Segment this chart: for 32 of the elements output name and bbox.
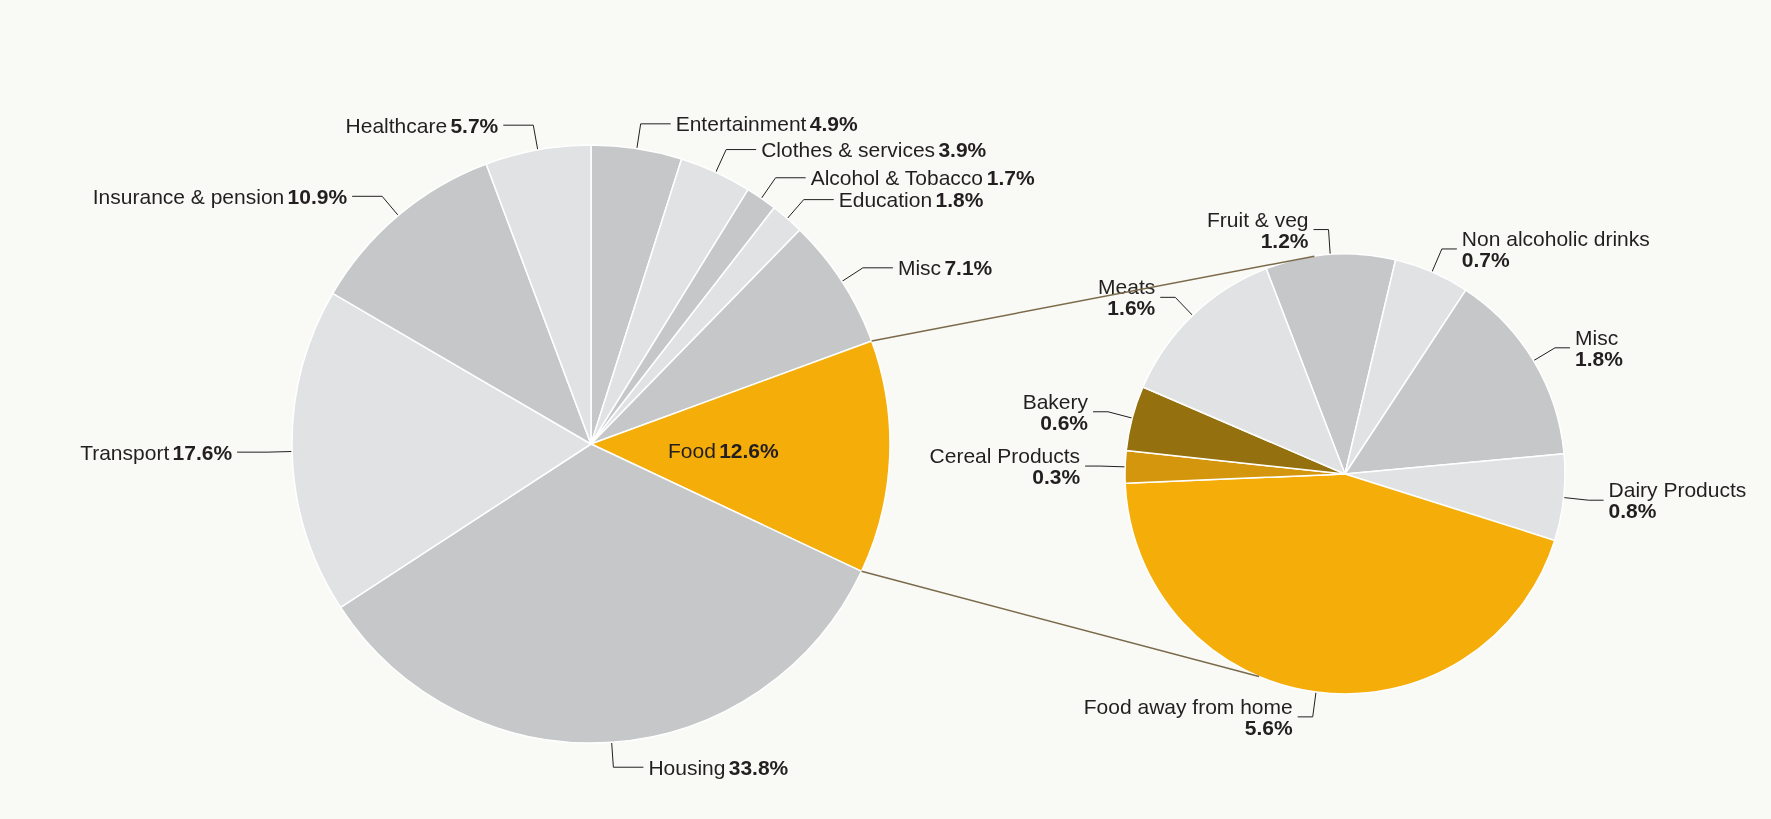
slice-label: Healthcare	[345, 113, 448, 137]
slice-label: Housing	[648, 755, 726, 779]
data-label: 10.9%	[287, 184, 348, 208]
data-label: 12.6%	[719, 439, 780, 463]
data-label: 33.8%	[728, 755, 789, 779]
data-label: 1.6%	[1107, 296, 1156, 320]
data-label: 1.8%	[1575, 346, 1624, 370]
data-label: 5.6%	[1244, 715, 1294, 739]
slice-label: Cereal Products	[929, 444, 1081, 468]
data-label: 0.3%	[1032, 465, 1081, 489]
data-label: 3.9%	[938, 138, 987, 162]
slice-label: Alcohol & Tobacco	[810, 166, 984, 190]
slice-label: Clothes & services	[761, 138, 936, 162]
slice-label: Entertainment	[675, 112, 807, 136]
slice-label: Non alcoholic drinks	[1461, 226, 1650, 250]
data-label: 4.9%	[809, 112, 858, 136]
data-label: 0.7%	[1461, 247, 1511, 271]
data-label: 7.1%	[944, 256, 993, 280]
data-label: 17.6%	[172, 440, 233, 464]
slice-label: Misc	[897, 256, 942, 280]
slice-label: Dairy Products	[1608, 478, 1747, 502]
data-label: 5.7%	[450, 113, 499, 137]
slice-label: Transport	[80, 440, 170, 464]
slice-label: Food away from home	[1083, 694, 1293, 718]
slice-label: Education	[838, 188, 933, 212]
slice-label: Bakery	[1022, 389, 1089, 413]
slice-label: Food	[667, 439, 716, 463]
data-label: 1.8%	[935, 188, 984, 212]
slice-label: Misc	[1575, 325, 1619, 349]
slice-label: Meats	[1098, 275, 1156, 299]
slice-label: Insurance & pension	[92, 184, 285, 208]
data-label: 1.7%	[986, 166, 1035, 190]
